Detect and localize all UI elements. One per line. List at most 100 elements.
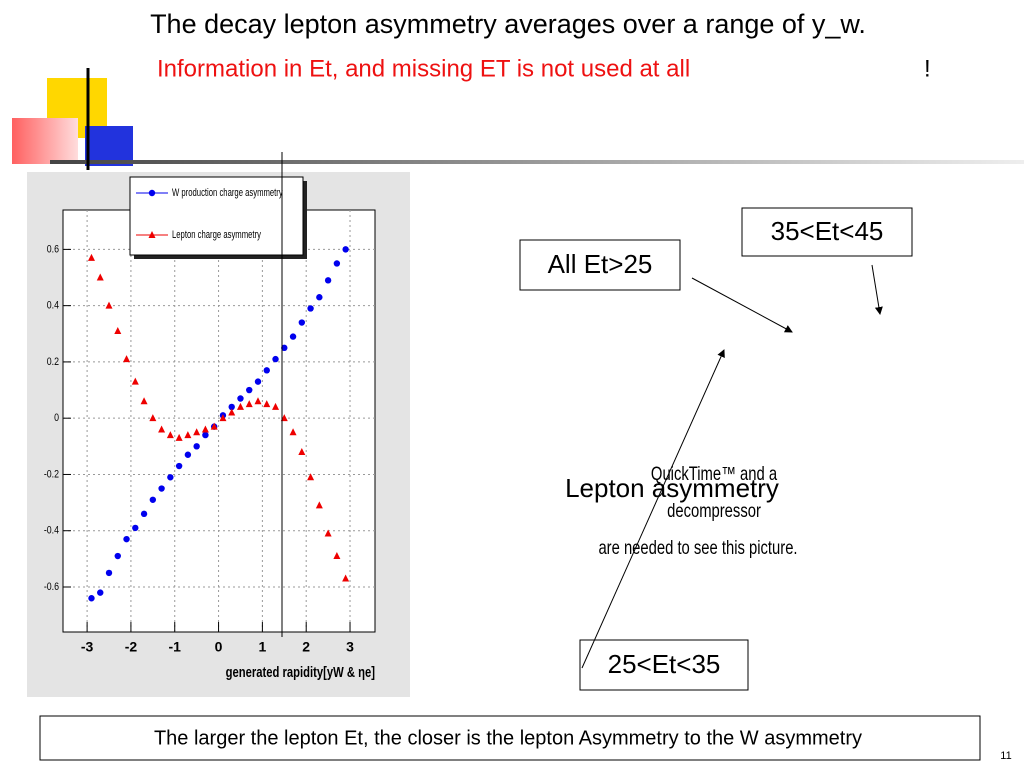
data-point (254, 378, 262, 385)
data-point (281, 344, 288, 352)
data-point (132, 524, 139, 532)
data-point (298, 447, 306, 455)
data-point (149, 414, 157, 422)
data-point (184, 451, 192, 458)
data-point (105, 569, 113, 577)
arrow (581, 349, 725, 669)
label: 35<Et<45 (771, 216, 884, 246)
label: All Et>25 (548, 249, 653, 279)
title: The decay lepton asymmetry averages over… (150, 9, 866, 39)
data-point (88, 595, 95, 602)
data-point (166, 431, 174, 439)
arrow (871, 264, 883, 315)
data-point (123, 535, 130, 543)
data-point (96, 273, 104, 281)
y-tick-label: -0.2 (44, 469, 60, 481)
legend-label: W production charge asymmetry (172, 187, 283, 200)
data-point (307, 305, 314, 312)
data-point (158, 485, 165, 492)
data-point (149, 496, 157, 503)
x-axis-label: generated rapidity[yW & ηe] (226, 663, 375, 680)
y-tick-label: -0.4 (44, 525, 60, 537)
data-point (228, 408, 236, 416)
label: Lepton asymmetry (565, 473, 779, 503)
placeholder: QuickTime™ and a (651, 463, 778, 484)
data-point (289, 333, 297, 340)
legend (129, 176, 304, 256)
y-tick-label: 0 (54, 412, 59, 424)
data-point (114, 552, 121, 560)
data-point (272, 402, 280, 410)
data-point (158, 425, 166, 433)
data-point (114, 326, 122, 334)
data-point (289, 428, 297, 436)
label-box (579, 639, 749, 691)
x-tick-label: -3 (81, 639, 94, 655)
arrow (691, 277, 793, 333)
data-point (298, 319, 306, 326)
data-point (148, 189, 156, 197)
data-point (263, 400, 271, 408)
y-tick-label: 0.4 (47, 300, 60, 312)
label-box (741, 207, 913, 257)
data-point (175, 462, 183, 470)
data-point (210, 422, 218, 430)
subtitle: Information in Et, and missing ET is not… (157, 55, 690, 82)
placeholder: decompressor (667, 500, 761, 521)
data-point (333, 552, 341, 560)
data-point (342, 574, 350, 582)
data-point (201, 425, 209, 433)
placeholder: are needed to see this picture. (598, 537, 797, 558)
label-box (519, 239, 681, 291)
deco (85, 126, 133, 166)
data-point (324, 277, 332, 284)
data-point (228, 403, 235, 411)
y-tick-label: 0.6 (47, 243, 60, 255)
data-point (263, 367, 270, 374)
data-point (272, 355, 279, 363)
y-tick-label: -0.6 (44, 581, 60, 593)
x-tick-label: 2 (302, 639, 310, 655)
data-point (175, 433, 183, 441)
x-tick-label: 0 (215, 639, 223, 655)
data-point (315, 501, 323, 509)
data-point (131, 377, 139, 385)
legend-label: Lepton charge asymmetry (172, 229, 261, 242)
data-point (148, 231, 156, 238)
data-point (236, 402, 244, 410)
data-point (246, 386, 253, 394)
data-point (123, 355, 131, 363)
data-point (342, 246, 349, 253)
data-point (280, 414, 288, 422)
data-point (219, 414, 227, 422)
data-point (237, 395, 244, 402)
data-point (87, 253, 95, 261)
data-point (316, 294, 323, 301)
x-tick-label: 1 (258, 639, 266, 655)
deco (12, 118, 78, 164)
data-point (307, 473, 315, 481)
data-point (193, 428, 201, 436)
x-tick-label: -1 (169, 639, 182, 655)
data-point (184, 431, 192, 439)
footer-box (39, 715, 981, 761)
data-point (245, 400, 253, 408)
page-number: 11 (1000, 750, 1011, 762)
data-point (324, 529, 332, 537)
data-point (140, 510, 148, 518)
data-point (333, 260, 341, 267)
subtitle-end: ! (924, 55, 931, 82)
data-point (97, 589, 104, 596)
label: 25<Et<35 (608, 649, 721, 679)
data-point (140, 397, 148, 405)
data-point (254, 397, 262, 405)
y-tick-label: 0.2 (47, 356, 60, 368)
data-point (105, 301, 113, 309)
data-point (167, 474, 174, 481)
footer: The larger the lepton Et, the closer is … (154, 727, 862, 749)
x-tick-label: -2 (125, 639, 138, 655)
data-point (202, 431, 209, 439)
data-point (193, 443, 200, 450)
x-tick-label: 3 (346, 639, 354, 655)
